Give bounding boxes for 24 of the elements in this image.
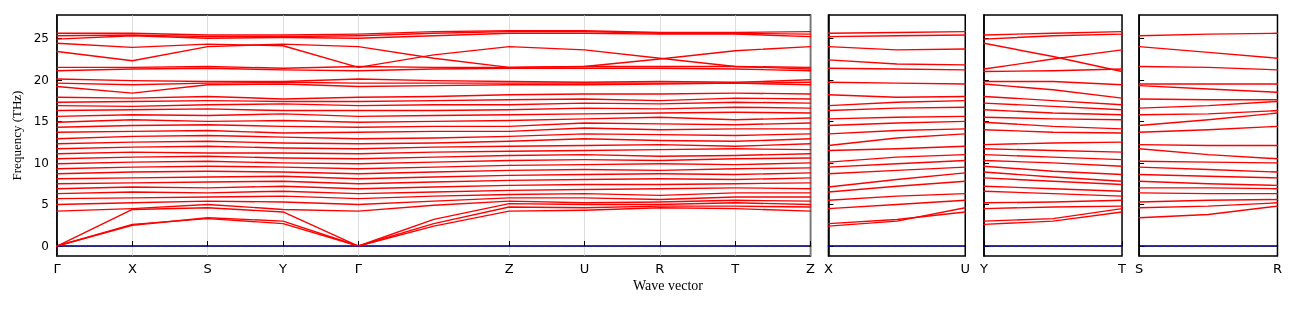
x-tick-label: T (1117, 261, 1127, 276)
x-tick-label: S (1134, 261, 1144, 276)
x-tick-label: X (824, 261, 833, 276)
x-tick-label: Γ (354, 261, 363, 276)
x-tick-label: X (127, 261, 137, 276)
x-tick-label: U (960, 261, 970, 276)
y-tick-label: 15 (33, 114, 49, 129)
y-tick-label: 10 (33, 155, 49, 170)
x-tick-label: R (655, 261, 665, 276)
x-tick-label: T (730, 261, 740, 276)
y-axis-title: Frequency (THz) (8, 90, 24, 181)
x-tick-label: R (1272, 261, 1283, 276)
x-tick-label: Z (806, 261, 816, 276)
x-axis-title: Wave vector (633, 278, 703, 294)
y-tick-label: 0 (41, 239, 49, 254)
x-tick-label: Y (278, 261, 288, 276)
x-tick-label: Y (978, 261, 988, 276)
x-tick-label: S (203, 261, 212, 276)
x-tick-label: U (579, 261, 590, 276)
x-tick-label: Z (504, 261, 514, 276)
y-tick-label: 5 (41, 197, 49, 212)
x-tick-label: Γ (53, 261, 62, 276)
y-tick-label: 25 (33, 31, 49, 46)
y-tick-label: 20 (33, 72, 49, 87)
